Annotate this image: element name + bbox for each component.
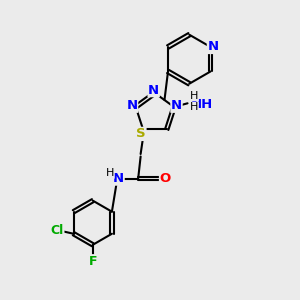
Text: N: N [127, 99, 138, 112]
Text: S: S [136, 128, 146, 140]
Text: Cl: Cl [51, 224, 64, 237]
Text: H: H [190, 91, 199, 101]
Text: NH: NH [191, 98, 214, 111]
Text: N: N [171, 99, 182, 112]
Text: H: H [190, 102, 199, 112]
Text: F: F [88, 255, 97, 268]
Text: H: H [190, 92, 198, 102]
Text: H: H [106, 168, 114, 178]
Text: N: N [207, 40, 218, 53]
Text: O: O [160, 172, 171, 185]
Text: N: N [113, 172, 124, 185]
Text: N: N [148, 84, 159, 97]
